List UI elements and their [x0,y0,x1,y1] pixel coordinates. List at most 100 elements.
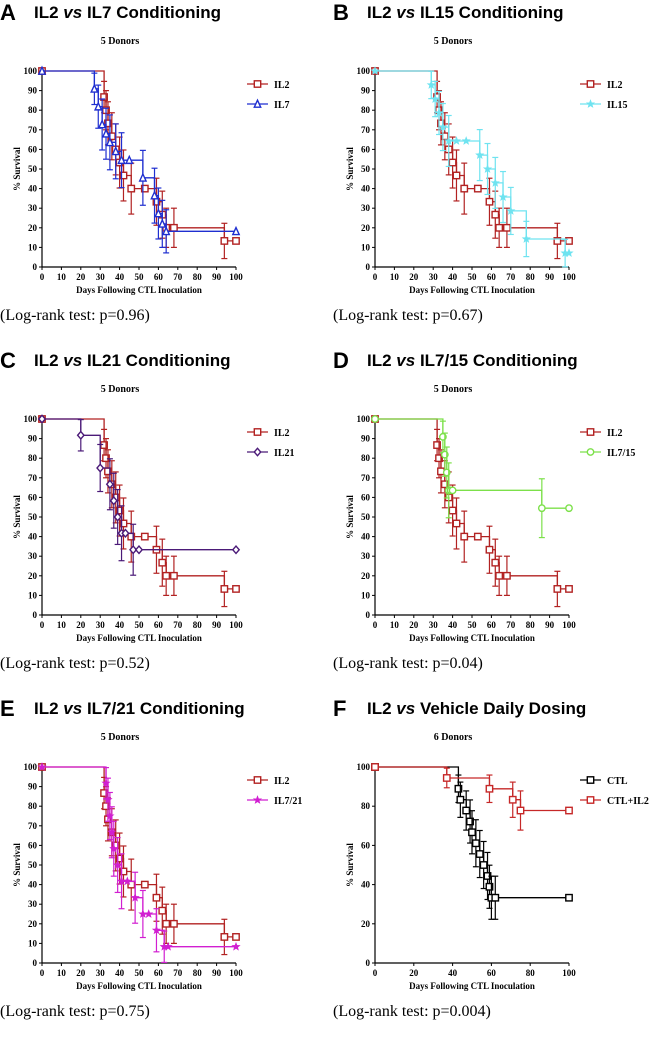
panel-letter: D [333,348,349,373]
x-tick-label: 40 [448,620,458,630]
x-tick-label: 80 [193,272,203,282]
x-tick-label: 50 [468,620,478,630]
data-point-il15 [482,164,493,173]
panel-f: F IL2 vs Vehicle Daily Dosing 6 Donors 0… [333,696,666,1044]
data-point-il2 [448,158,457,167]
y-tick-label: 60 [361,144,371,154]
data-point-il21 [76,430,85,441]
legend-label: IL2 [607,428,623,439]
legend-marker [253,776,262,784]
y-tick-label: 40 [28,880,38,890]
series-il7-15 [371,415,573,539]
y-tick-label: 20 [361,919,371,929]
data-point-il21 [96,463,105,473]
title-vs: vs [63,3,83,22]
data-point-il7-21 [122,876,132,886]
data-point-il7 [97,119,107,129]
data-point-il21 [121,528,130,539]
data-point-il7 [93,101,103,111]
x-tick-label: 60 [487,968,497,978]
title-vs: vs [63,351,83,370]
series-il2 [38,763,240,956]
x-tick-label: 100 [562,620,576,630]
data-point-il7-21 [144,909,154,918]
data-point-il15 [426,80,436,89]
data-point-il21 [109,495,118,506]
data-point-il7 [150,190,159,200]
x-tick-label: 50 [135,620,145,630]
chart-title: 5 Donors [100,384,140,395]
data-point-il2 [565,585,573,593]
x-tick-label: 0 [40,620,45,630]
series-line-il7-15 [375,418,569,509]
title-part-a: IL2 [34,351,64,370]
title-part-b: IL7 Conditioning [82,3,222,22]
logrank-text: (Log-rank test: p=0.04) [333,655,483,672]
y-axis-title: % Survival [12,843,22,887]
y-tick-label: 10 [28,590,38,600]
data-point-il21 [134,544,144,555]
title-part-b: IL15 Conditioning [415,3,564,22]
x-tick-label: 100 [562,968,576,978]
data-point-il15 [444,136,454,145]
legend-label: IL7/21 [274,796,302,807]
x-tick-label: 40 [115,620,125,630]
data-point-ctl [462,806,471,815]
y-tick-label: 30 [361,551,371,561]
series-il15 [370,66,574,268]
x-tick-label: 0 [373,272,378,282]
data-point-il2 [485,197,494,206]
data-point-il2 [119,867,128,876]
data-point-ctl [485,882,494,891]
data-point-il2 [473,532,482,541]
y-tick-label: 20 [28,919,38,929]
y-axis-title: % Survival [345,147,355,191]
data-point-il2 [448,506,457,515]
data-point-il2 [473,184,482,193]
x-tick-label: 0 [373,968,378,978]
data-point-il2 [232,933,240,941]
legend-marker [586,448,595,456]
x-tick-label: 10 [57,272,67,282]
data-point-ctl-il2 [371,763,379,771]
panel-d: D IL2 vs IL7/15 Conditioning 5 Donors 0 1… [333,348,666,696]
y-tick-label: 30 [361,203,371,213]
data-point-ctl-il2 [485,784,494,793]
x-tick-label: 10 [390,272,400,282]
panel-letter: A [0,0,16,25]
data-point-il2 [158,906,167,915]
legend-label: IL2 [274,776,290,787]
data-point-il7 [105,136,115,147]
legend-marker [585,99,596,108]
series-line-il7-21 [42,766,236,948]
chart-d: 0 10 20 30 40 50 60 70 80 90 100 0 10 20 30 40 50 60 70 80 9… [345,414,635,643]
data-point-il2 [170,571,178,580]
data-point-il7-15 [537,504,546,513]
legend-il2: IL2 [247,80,290,91]
legend-il21: IL21 [247,447,295,459]
y-tick-label: 10 [361,590,371,600]
data-point-il2 [452,519,461,528]
panel-title: IL2 vs IL7 Conditioning [34,3,221,23]
y-tick-label: 0 [366,262,371,272]
title-part-b: IL7/15 Conditioning [415,351,578,370]
y-tick-label: 80 [361,801,371,811]
legend-label: IL7 [274,100,290,111]
y-tick-label: 40 [28,532,38,542]
y-tick-label: 20 [361,223,371,233]
y-tick-label: 80 [28,453,38,463]
y-tick-label: 100 [24,66,38,76]
data-point-ctl [468,828,476,837]
data-point-il15 [490,178,500,187]
series-ctl-il2 [371,763,573,831]
data-point-il7-15 [565,504,573,513]
y-tick-label: 0 [366,610,371,620]
x-tick-label: 100 [229,272,243,282]
x-tick-label: 20 [76,620,86,630]
data-point-ctl [454,784,463,793]
panel-e: E IL2 vs IL7/21 Conditioning 5 Donors 0 1… [0,696,333,1044]
y-tick-label: 20 [28,223,38,233]
data-point-il15 [506,206,516,215]
y-axis-title: % Survival [12,495,22,539]
y-tick-label: 50 [28,164,38,174]
